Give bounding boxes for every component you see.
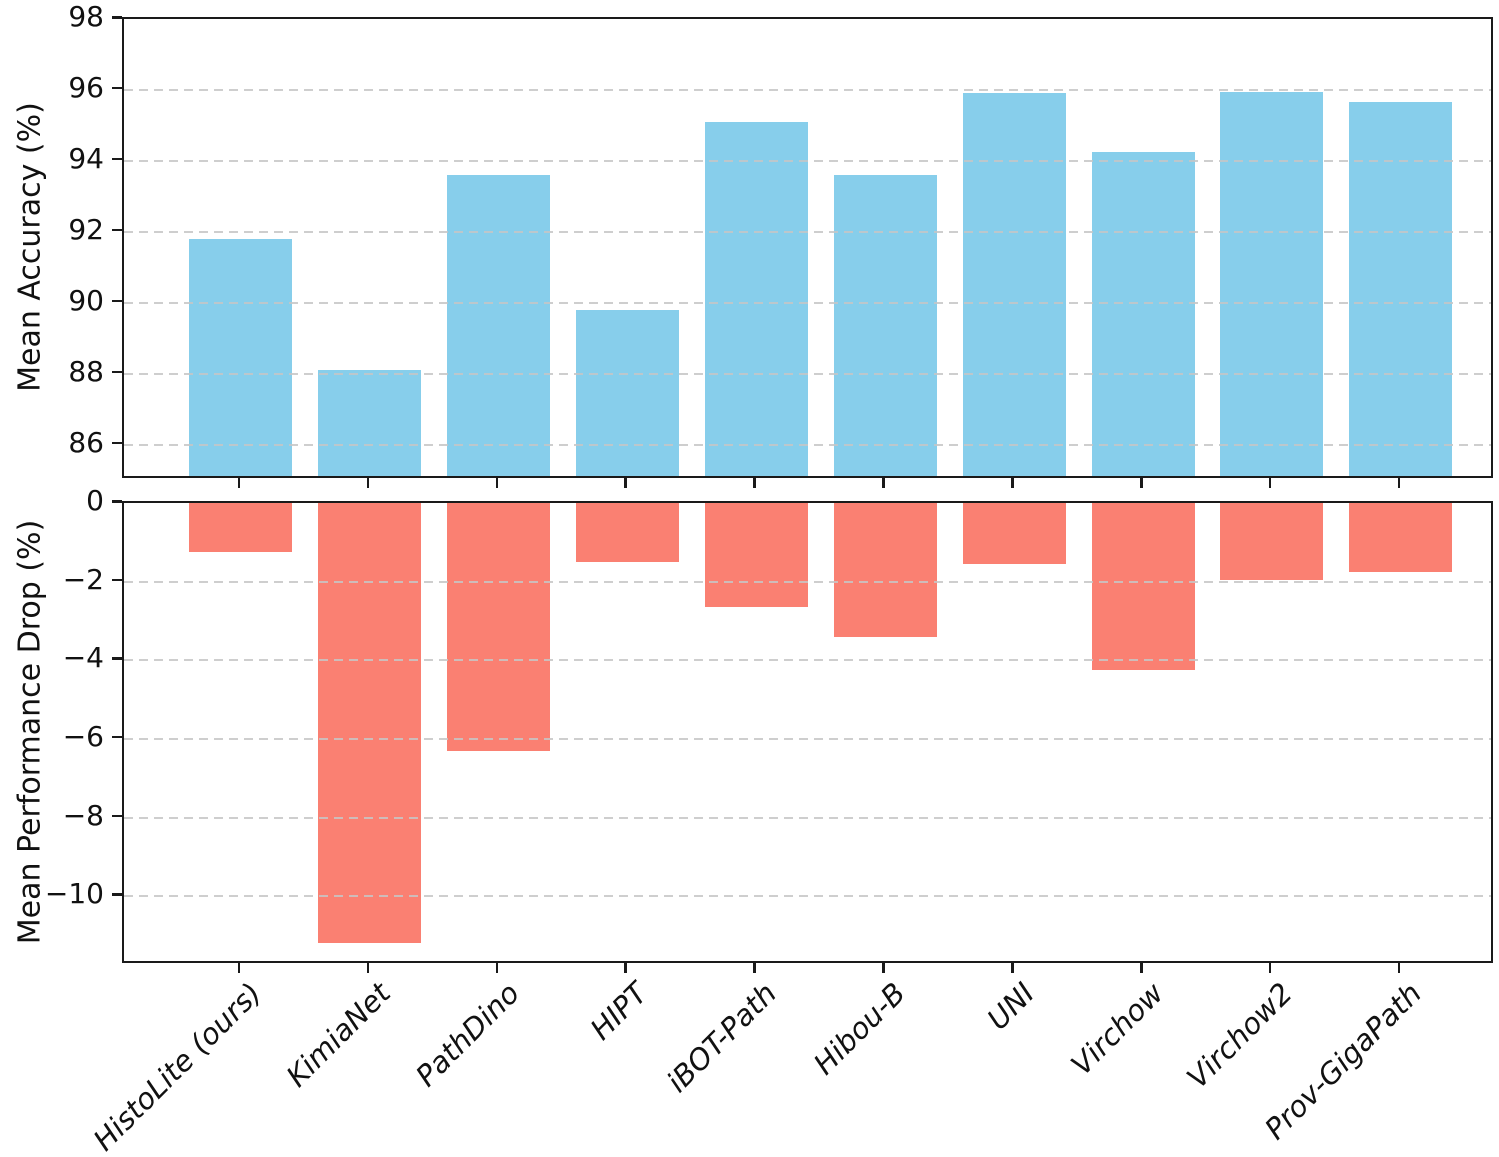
- x-tick: [1011, 478, 1014, 488]
- x-tick: [1140, 478, 1143, 488]
- bar-mean-accuracy-0: [189, 238, 293, 476]
- top-panel: [122, 17, 1493, 478]
- bar-mean-accuracy-5: [833, 175, 937, 476]
- bar-mean-performance-drop-7: [1091, 503, 1195, 671]
- gridline-mean-accuracy-88: [124, 372, 1491, 375]
- y-tick-label: −2: [62, 562, 104, 596]
- x-tick: [366, 478, 370, 488]
- x-tick: [1268, 963, 1272, 973]
- bottom-panel: [122, 501, 1493, 963]
- x-tick: [1011, 963, 1014, 973]
- bar-mean-performance-drop-6: [962, 503, 1066, 564]
- bar-mean-accuracy-8: [1220, 91, 1324, 476]
- y-tick-label: −8: [62, 798, 104, 832]
- bar-mean-performance-drop-4: [704, 503, 808, 608]
- y-tick-label: 86: [68, 425, 104, 459]
- x-tick: [753, 478, 756, 488]
- y-tick: [112, 16, 122, 19]
- y-tick-label: 94: [68, 141, 104, 175]
- y-tick: [112, 735, 122, 739]
- gridline-mean-accuracy-96: [124, 88, 1491, 91]
- x-tick: [753, 963, 756, 973]
- gridline-mean-performance-drop--10: [124, 895, 1491, 898]
- bar-mean-performance-drop-8: [1220, 503, 1324, 580]
- y-tick: [112, 299, 122, 303]
- y-tick-label: 0: [86, 484, 104, 517]
- bar-mean-accuracy-4: [704, 121, 808, 476]
- y-tick: [112, 893, 122, 896]
- bar-mean-accuracy-3: [575, 309, 679, 476]
- y-tick-label: −10: [44, 877, 104, 911]
- x-tick: [237, 478, 241, 488]
- y-tick-label: 92: [68, 212, 104, 246]
- bar-mean-performance-drop-9: [1349, 503, 1453, 572]
- y-tick: [112, 500, 122, 503]
- y-tick: [112, 370, 122, 374]
- bar-mean-performance-drop-5: [833, 503, 937, 637]
- gridline-mean-accuracy-94: [124, 159, 1491, 162]
- gridline-mean-performance-drop--8: [124, 816, 1491, 819]
- bar-mean-performance-drop-1: [318, 503, 422, 944]
- y-tick: [112, 228, 122, 232]
- gridline-mean-accuracy-90: [124, 301, 1491, 304]
- gridline-mean-performance-drop--2: [124, 580, 1491, 583]
- x-tick: [882, 478, 885, 488]
- bar-mean-accuracy-6: [962, 93, 1066, 476]
- bar-mean-performance-drop-0: [189, 503, 293, 553]
- y-tick: [112, 441, 122, 445]
- gridline-mean-performance-drop--6: [124, 737, 1491, 740]
- bar-mean-accuracy-7: [1091, 151, 1195, 476]
- x-tick: [1397, 963, 1401, 973]
- x-tick: [1397, 478, 1401, 488]
- y-tick-label: 88: [68, 354, 104, 388]
- y-tick: [112, 657, 122, 660]
- gridline-mean-accuracy-92: [124, 230, 1491, 233]
- y-tick-label: −4: [62, 641, 104, 675]
- x-tick: [237, 963, 241, 973]
- bar-mean-performance-drop-3: [575, 503, 679, 562]
- x-tick: [366, 963, 370, 973]
- bar-mean-accuracy-1: [318, 370, 422, 476]
- x-tick: [624, 478, 627, 488]
- x-tick: [495, 478, 498, 488]
- y-tick: [112, 157, 122, 161]
- y-tick-label: −6: [62, 719, 104, 753]
- bar-mean-accuracy-9: [1349, 102, 1453, 476]
- y-tick-label: 96: [68, 70, 104, 104]
- y-tick-label: 98: [68, 0, 104, 33]
- y-tick-label: 90: [68, 283, 104, 317]
- x-tick: [624, 963, 627, 973]
- x-tick: [1140, 963, 1143, 973]
- y-tick: [112, 578, 122, 582]
- bar-mean-accuracy-2: [447, 175, 550, 476]
- x-tick: [495, 963, 498, 973]
- gridline-mean-performance-drop--4: [124, 659, 1491, 662]
- bar-mean-performance-drop-2: [447, 503, 550, 751]
- y-tick: [112, 814, 122, 818]
- x-tick: [882, 963, 885, 973]
- x-tick: [1268, 478, 1272, 488]
- y-tick: [112, 86, 122, 90]
- gridline-mean-accuracy-86: [124, 443, 1491, 446]
